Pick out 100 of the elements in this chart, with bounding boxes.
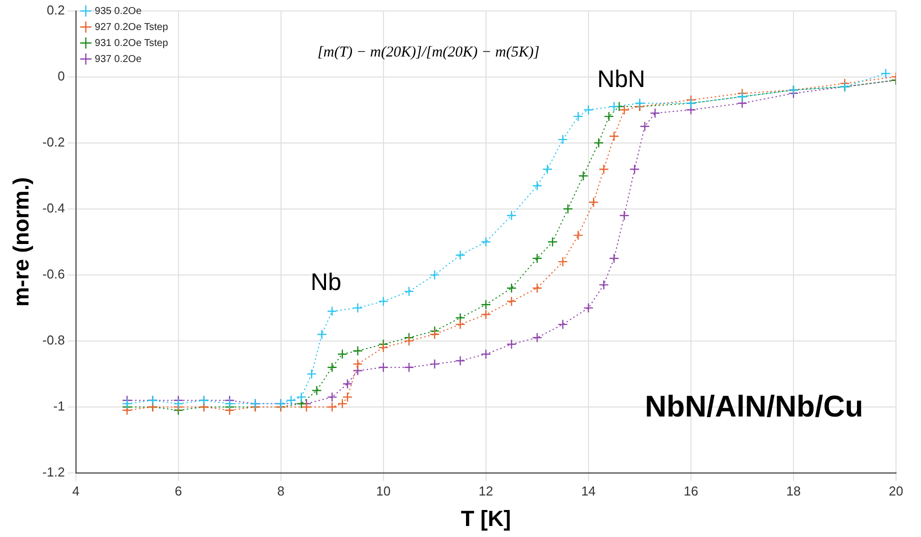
y-tick-label: -0.6 (42, 266, 65, 282)
point (455, 312, 466, 323)
point (880, 68, 891, 79)
x-tick-label: 20 (888, 483, 904, 498)
point (224, 398, 235, 409)
point (558, 256, 568, 267)
point (430, 270, 440, 280)
point (480, 309, 491, 320)
point (598, 164, 609, 174)
point (562, 204, 574, 214)
y-tick-label: 0 (58, 68, 65, 84)
x-axis-title: T [K] (460, 506, 511, 531)
point (378, 296, 388, 306)
x-tick-label: 16 (684, 483, 698, 498)
point (588, 197, 599, 208)
point (573, 230, 584, 240)
point (650, 108, 660, 118)
point (352, 302, 363, 314)
point (532, 180, 542, 191)
point (352, 358, 363, 370)
annotation: [m(T) − m(20K)]/[m(20K) − m(5K)] (318, 44, 540, 60)
point (296, 398, 306, 409)
point (608, 101, 620, 112)
point (598, 280, 609, 290)
y-tick-label: -1 (53, 398, 65, 414)
x-tick-label: 18 (786, 483, 801, 498)
point (430, 329, 440, 340)
point (634, 98, 645, 108)
x-tick-label: 12 (478, 483, 494, 498)
point (573, 111, 584, 122)
point (404, 286, 414, 297)
point (594, 138, 604, 148)
point (532, 332, 542, 343)
point (619, 104, 630, 115)
point (547, 236, 558, 247)
annotation: NbN/AlN/Nb/Cu (644, 390, 864, 424)
point (506, 296, 517, 306)
point (480, 236, 491, 247)
point (480, 349, 491, 360)
x-tick-label: 6 (174, 483, 182, 498)
point (122, 398, 132, 409)
point (286, 395, 296, 406)
point (296, 392, 306, 402)
point (404, 336, 414, 346)
legend-label: 931 0.2Oe Tstep (94, 38, 168, 49)
point (583, 302, 594, 314)
point (352, 346, 363, 356)
y-axis-title: m-re (norm.) (8, 177, 34, 307)
x-tick-label: 10 (376, 483, 391, 498)
legend-label: 935 0.2Oe (94, 6, 142, 17)
point (608, 131, 620, 142)
point (301, 402, 312, 412)
point (224, 405, 235, 416)
point (506, 283, 517, 294)
legend-label: 937 0.2Oe (94, 54, 142, 65)
point (583, 104, 594, 115)
point (342, 378, 353, 389)
point (506, 339, 517, 350)
x-tick-label: 8 (277, 483, 284, 498)
point (558, 134, 568, 145)
point (327, 306, 338, 316)
point (378, 362, 388, 372)
legend-label: 927 0.2Oe Tstep (94, 22, 168, 33)
point (532, 283, 542, 294)
point (327, 392, 338, 402)
point (173, 398, 184, 409)
point (737, 98, 748, 108)
point (327, 362, 338, 372)
point (316, 329, 327, 340)
point (337, 349, 348, 360)
point (604, 111, 614, 122)
point (352, 366, 363, 376)
point (306, 368, 317, 380)
point (455, 356, 466, 366)
point (430, 358, 440, 370)
point (558, 319, 568, 330)
point (542, 164, 553, 174)
point (578, 170, 588, 181)
point (455, 319, 466, 330)
point (629, 164, 640, 174)
point (378, 342, 388, 353)
point (312, 385, 322, 396)
point (337, 398, 348, 409)
x-tick-label: 4 (72, 483, 80, 498)
y-tick-label: -0.2 (42, 134, 65, 150)
point (342, 392, 353, 402)
point (506, 210, 517, 221)
point (327, 402, 338, 412)
point (122, 405, 132, 416)
y-tick-label: -1.2 (42, 464, 65, 480)
point (455, 250, 466, 260)
y-tick-label: 0.2 (46, 2, 65, 18)
y-tick-label: -0.8 (42, 332, 65, 348)
annotation: Nb (310, 269, 342, 296)
point (686, 104, 696, 115)
point (532, 253, 542, 264)
point (640, 121, 650, 132)
annotation: NbN (597, 66, 646, 93)
x-tick-label: 14 (581, 483, 596, 498)
point (608, 253, 620, 264)
